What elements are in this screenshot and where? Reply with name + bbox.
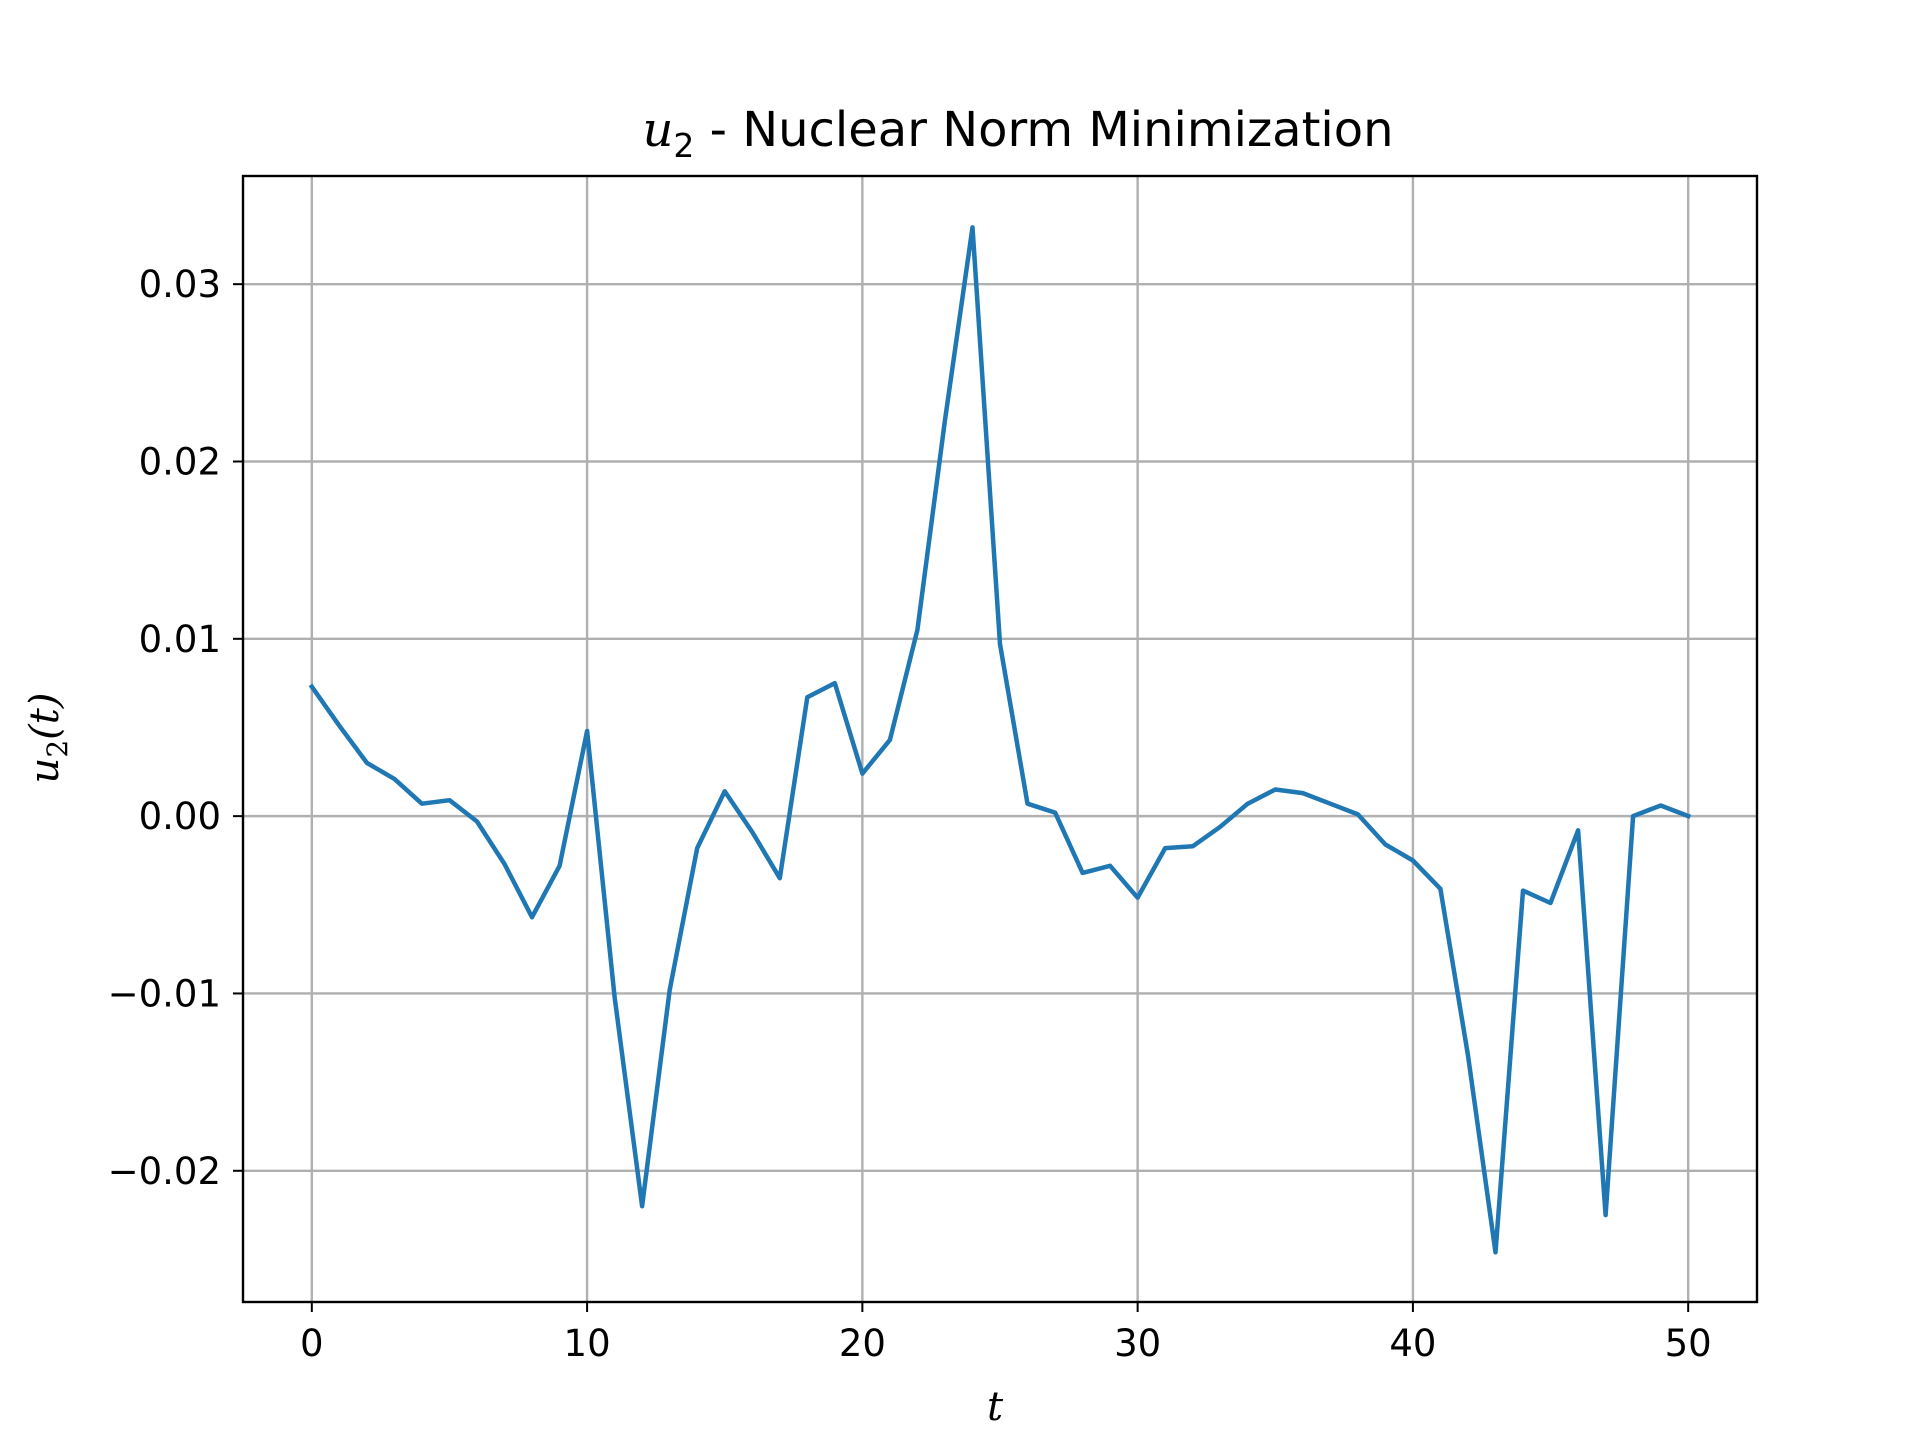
y-tick-label: 0.01 — [139, 618, 221, 661]
title-subscript: 2 — [673, 126, 694, 165]
y-label-subscript: 2 — [41, 740, 74, 758]
title-symbol: u — [642, 102, 673, 158]
ticks: 0 10 20 30 40 50 −0.02 −0.01 0.00 0.01 0.02 0.03 — [108, 263, 1712, 1365]
y-label-symbol: u — [22, 758, 68, 784]
x-tick-label: 50 — [1665, 1322, 1712, 1365]
x-tick-label: 40 — [1389, 1322, 1436, 1365]
y-tick-label: −0.01 — [108, 972, 221, 1015]
y-axis-label: u2(t) — [22, 693, 74, 784]
x-tick-label: 10 — [564, 1322, 611, 1365]
y-label-rest: (t) — [22, 693, 68, 740]
title-text: - Nuclear Norm Minimization — [694, 102, 1393, 158]
y-tick-label: 0.00 — [139, 795, 221, 838]
series-layer — [308, 225, 1692, 1255]
x-tick-label: 20 — [839, 1322, 886, 1365]
y-tick-label: −0.02 — [108, 1150, 221, 1193]
plot-frame — [241, 174, 1759, 1304]
x-tick-label: 0 — [300, 1322, 324, 1365]
x-axis-label: t — [987, 1384, 1004, 1430]
grid — [243, 176, 1757, 1302]
y-tick-label: 0.02 — [139, 440, 221, 483]
y-tick-label: 0.03 — [139, 263, 221, 306]
x-tick-label: 30 — [1114, 1322, 1161, 1365]
chart-title: u2 - Nuclear Norm Minimization — [642, 102, 1393, 165]
series-line — [308, 225, 1692, 1255]
